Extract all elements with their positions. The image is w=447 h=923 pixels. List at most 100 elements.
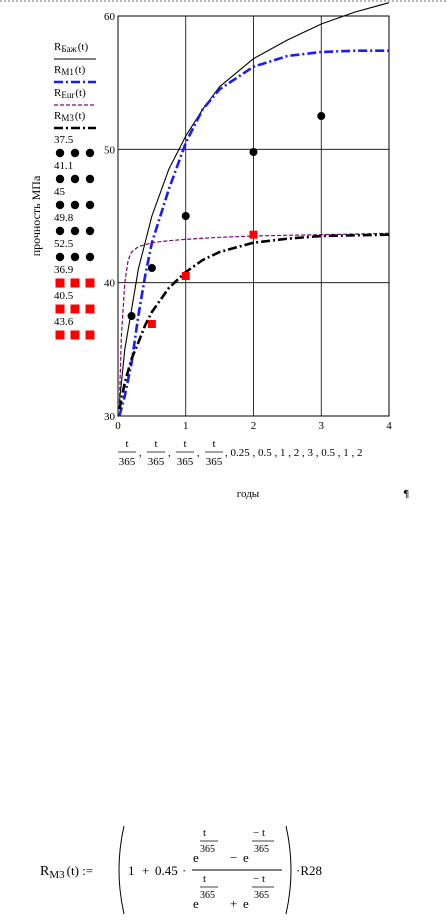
legend-marker-square [55,304,65,314]
num-minus: − [230,850,237,865]
data-point-square [249,230,258,239]
legend-marker-square [55,330,65,340]
legend-marker-circle [85,174,95,184]
legend-marker-circle [55,252,65,262]
formula-right-paren [285,825,292,915]
num-e2-negt: − t [253,827,265,839]
legend-value: 45 [54,186,66,198]
den-e1-t: t [203,873,206,885]
data-point-circle [181,212,190,220]
data-point-square [147,320,156,328]
legend-value: 36.9 [54,264,74,276]
legend-label: RM3(t) [54,110,86,123]
formula-lhs: RM3 (t) := [40,863,93,881]
pilcrow-mark: ¶ [403,489,409,500]
x-expr-denominator: 365 [148,456,165,468]
formula-left-paren [118,825,125,915]
x-tick-label: 4 [386,420,392,432]
y-axis-label: прочность МПа [29,175,43,256]
x-axis-label: годы [237,488,260,500]
formula-lhs-sub: M3 [49,869,65,881]
legend-marker-circle [55,174,65,184]
formula-coef: 0.45 [155,863,178,878]
x-expr-denominator: 365 [177,456,194,468]
legend-marker-circle [70,174,80,184]
legend-value: 49.8 [54,212,74,224]
legend-marker-circle [85,200,95,210]
formula-one: 1 [128,863,135,878]
series-line-Eur [118,232,390,403]
num-e1-365: 365 [200,844,215,855]
legend-marker-circle [70,252,80,262]
den-e1: e [193,896,199,911]
legend-marker-square [70,304,80,314]
x-tick-label: 2 [251,420,257,432]
plot-frame [117,15,390,417]
x-tick-label: 0 [115,420,121,432]
x-expr-numerator: t [212,438,215,450]
den-e2: e [243,896,249,911]
den-e2-365: 365 [254,890,269,901]
legend-value: 40.5 [54,290,74,302]
legend-marker-circle [55,148,65,158]
legend-marker-circle [55,200,65,210]
formula-dot: · [182,863,186,878]
x-expr-comma: , [168,447,171,459]
den-e1-365: 365 [200,890,215,901]
legend-marker-circle [70,200,80,210]
data-point-circle [317,112,326,120]
num-e2: e [243,850,249,865]
x-expr-denominator: 365 [119,456,136,468]
x-expr-numerator: t [125,438,128,450]
legend-label: RM1(t) [54,64,86,77]
series-line-M1 [118,49,389,417]
top-rule [0,0,447,2]
formula-lhs-main: R [40,864,50,879]
legend-marker-circle [55,226,65,236]
series-layer [118,2,390,417]
den-e2-negt: − t [253,873,265,885]
legend-marker-circle [85,226,95,236]
num-e2-365: 365 [254,844,269,855]
x-expr-denominator: 365 [206,456,223,468]
x-expr-numerator: t [183,438,186,450]
formula-tail: ·R28 [296,863,322,878]
legend-marker-square [85,330,95,340]
x-expr-numerator: t [154,438,157,450]
series-line-M3 [118,233,390,410]
data-point-circle [127,312,136,320]
den-plus: + [230,896,237,911]
legend-marker-square [85,304,95,314]
legend-marker-circle [70,226,80,236]
legend-value: 43.6 [54,316,74,328]
legend-marker-circle [70,148,80,158]
series-line-Баж [118,2,390,403]
formula-plus: + [142,863,149,878]
x-tick-label: 3 [319,420,325,432]
legend-marker-square [70,278,80,288]
legend-label: RБаж(t) [54,41,88,54]
x-tick-label: 1 [183,420,189,432]
legend-marker-circle [85,252,95,262]
y-tick-label: 30 [104,411,116,423]
x-expr-comma: , [139,447,142,459]
y-tick-label: 50 [104,144,116,156]
grid [118,16,389,416]
legend-marker-circle [85,148,95,158]
formula: RM3 (t) := 1 + 0.45 · e t 365 − e − t 365… [40,825,322,915]
legend-label: REur(t) [54,87,86,100]
num-e1: e [193,850,199,865]
legend-value: 37.5 [54,134,74,146]
data-point-circle [249,148,258,156]
y-tick-label: 60 [104,11,116,23]
legend-value: 52.5 [54,238,74,250]
x-expr-rest: , 0.25 , 0.5 , 1 , 2 , 3 , 0.5 , 1 , 2 [225,447,363,459]
legend-marker-square [55,278,65,288]
legend-value: 41.1 [54,160,73,172]
legend: RБаж(t) RM1(t) REur(t) RM3(t) 37.5 41.1 45 49.8… [54,41,96,340]
legend-marker-square [85,278,95,288]
num-e1-t: t [203,827,206,839]
y-tick-label: 40 [104,278,116,290]
